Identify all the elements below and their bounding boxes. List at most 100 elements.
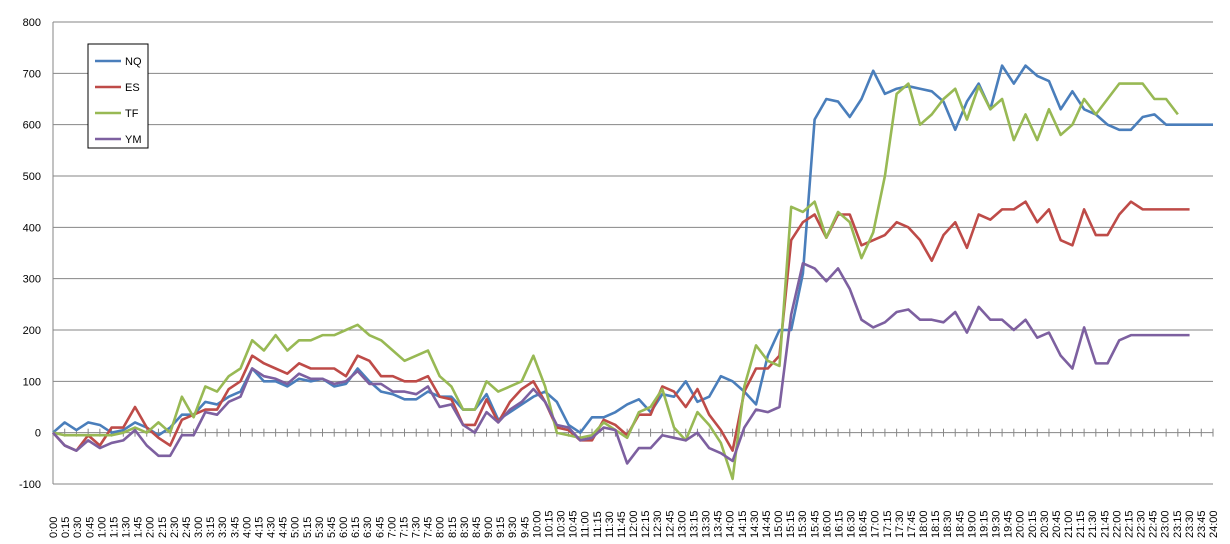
x-tick-label: 4:15 — [253, 517, 265, 538]
x-tick-label: 18:30 — [942, 510, 954, 538]
x-tick-label: 8:30 — [459, 517, 471, 538]
x-tick-label: 21:15 — [1075, 510, 1087, 538]
x-tick-label: 6:30 — [362, 517, 374, 538]
series-line-ym — [52, 261, 1190, 465]
x-tick-label: 4:45 — [278, 517, 290, 538]
x-tick-label: 3:30 — [217, 517, 229, 538]
x-tick-label: 16:00 — [821, 510, 833, 538]
x-tick-label: 15:15 — [785, 510, 797, 538]
x-tick-label: 11:00 — [580, 511, 592, 538]
x-tick-label: 22:00 — [1111, 510, 1123, 538]
x-tick-label: 23:00 — [1160, 510, 1172, 538]
x-tick-label: 17:00 — [870, 510, 882, 538]
x-tick-label: 14:00 — [725, 510, 737, 538]
x-tick-label: 0:45 — [84, 517, 96, 538]
x-tick-label: 10:45 — [568, 510, 580, 538]
x-tick-label: 12:45 — [664, 510, 676, 538]
x-tick-label: 5:00 — [290, 517, 302, 538]
legend-label-nq: NQ — [125, 56, 142, 68]
x-tick-label: 18:45 — [954, 510, 966, 538]
x-tick-label: 15:45 — [809, 510, 821, 538]
x-tick-label: 22:30 — [1136, 510, 1148, 538]
series-line-tf — [52, 82, 1179, 481]
x-tick-label: 21:00 — [1063, 510, 1075, 538]
x-tick-label: 2:45 — [181, 517, 193, 538]
x-tick-label: 7:00 — [386, 517, 398, 538]
x-tick-label: 16:45 — [858, 510, 870, 538]
x-tick-label: 5:45 — [326, 517, 338, 538]
x-tick-label: 1:00 — [96, 517, 108, 538]
legend-label-ym: YM — [125, 134, 142, 146]
x-tick-label: 12:15 — [640, 510, 652, 538]
x-tick-label: 4:30 — [266, 517, 278, 538]
y-tick-label: -100 — [19, 479, 41, 491]
x-tick-label: 7:30 — [411, 517, 423, 538]
x-tick-label: 13:45 — [713, 510, 725, 538]
y-tick-label: 500 — [23, 171, 41, 183]
x-tick-label: 23:15 — [1172, 510, 1184, 538]
x-tick-label: 10:00 — [531, 510, 543, 538]
x-tick-label: 17:45 — [906, 510, 918, 538]
x-tick-label: 3:15 — [205, 517, 217, 538]
x-tick-label: 1:45 — [133, 517, 145, 538]
x-tick-label: 9:30 — [507, 517, 519, 538]
y-tick-label: 0 — [35, 428, 41, 440]
x-tick-label: 19:15 — [978, 510, 990, 538]
y-tick-label: 400 — [23, 222, 41, 234]
x-tick-label: 0:30 — [72, 517, 84, 538]
x-tick-label: 18:15 — [930, 510, 942, 538]
x-tick-label: 10:30 — [556, 510, 568, 538]
x-tick-label: 0:00 — [48, 517, 60, 538]
x-tick-label: 17:15 — [882, 510, 894, 538]
x-tick-label: 13:15 — [688, 510, 700, 538]
x-tick-label: 6:45 — [374, 517, 386, 538]
x-tick-label: 7:15 — [398, 517, 410, 538]
x-tick-label: 0:15 — [60, 517, 72, 538]
x-tick-label: 21:45 — [1099, 510, 1111, 538]
x-tick-label: 11:45 — [616, 511, 628, 538]
x-tick-label: 14:15 — [737, 510, 749, 538]
y-tick-label: 200 — [23, 325, 41, 337]
x-tick-label: 16:30 — [846, 510, 858, 538]
x-tick-label: 20:15 — [1027, 510, 1039, 538]
x-tick-label: 7:45 — [423, 517, 435, 538]
x-tick-label: 2:15 — [157, 517, 169, 538]
x-tick-label: 8:15 — [447, 517, 459, 538]
x-tick-label: 18:00 — [918, 510, 930, 538]
x-tick-label: 4:00 — [241, 517, 253, 538]
x-tick-label: 2:30 — [169, 517, 181, 538]
x-tick-label: 10:15 — [543, 510, 555, 538]
x-tick-label: 12:00 — [628, 510, 640, 538]
y-axis: -100 0 100 200 300 400 500 600 700 800 — [19, 17, 54, 491]
y-tick-label: 600 — [23, 120, 41, 132]
y-tick-label: 700 — [23, 68, 41, 80]
x-tick-label: 8:45 — [471, 517, 483, 538]
legend-label-es: ES — [125, 82, 140, 94]
y-tick-label: 100 — [23, 376, 41, 388]
x-tick-label: 11:30 — [604, 511, 616, 538]
legend-label-tf: TF — [125, 108, 139, 120]
legend: NQ ES TF YM — [87, 43, 149, 149]
x-tick-label: 23:30 — [1184, 510, 1196, 538]
x-tick-label: 1:15 — [108, 517, 120, 538]
x-tick-label: 12:30 — [652, 510, 664, 538]
x-tick-label: 2:00 — [145, 517, 157, 538]
x-tick-label: 6:00 — [338, 517, 350, 538]
x-tick-label: 19:45 — [1003, 510, 1015, 538]
x-axis: 0:00 0:15 0:30 0:45 1:00 1:15 1:30 1:45 2:00 2:15… — [48, 428, 1220, 538]
series-line-es — [52, 200, 1190, 452]
y-tick-label: 300 — [23, 274, 41, 286]
series-lines — [52, 64, 1213, 481]
x-tick-label: 9:45 — [519, 517, 531, 538]
x-tick-label: 16:15 — [833, 510, 845, 538]
x-tick-label: 11:15 — [592, 511, 604, 538]
x-tick-label: 6:15 — [350, 517, 362, 538]
x-tick-label: 19:00 — [966, 510, 978, 538]
x-tick-label: 20:30 — [1039, 510, 1051, 538]
x-tick-label: 20:45 — [1051, 510, 1063, 538]
x-tick-label: 17:30 — [894, 510, 906, 538]
x-tick-label: 5:30 — [314, 517, 326, 538]
x-tick-label: 22:45 — [1148, 510, 1160, 538]
x-tick-label: 1:30 — [121, 517, 133, 538]
